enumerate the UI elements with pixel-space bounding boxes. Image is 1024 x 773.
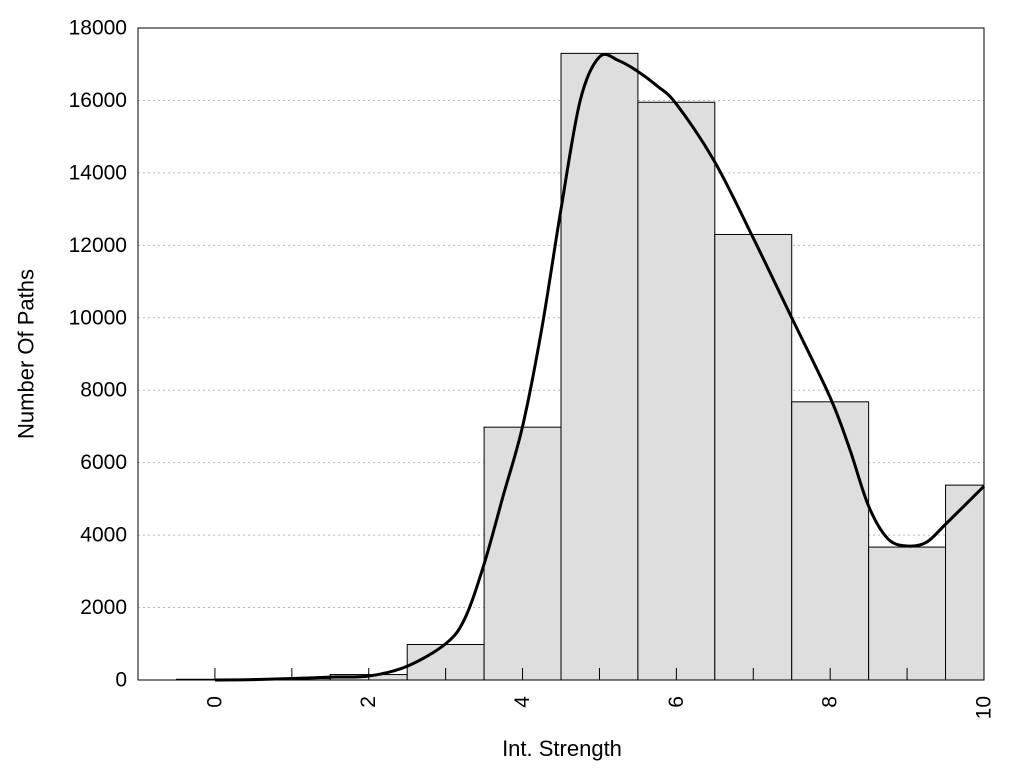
y-tick-label: 8000 [80, 379, 127, 402]
y-tick-label: 18000 [69, 17, 127, 40]
y-tick-label: 12000 [69, 234, 127, 257]
y-tick-label: 6000 [80, 451, 127, 474]
x-tick-label: 0 [203, 696, 226, 708]
x-axis-ticks: 0 2 4 6 8 10 [203, 668, 996, 719]
y-tick-label: 16000 [69, 89, 127, 112]
y-axis-ticks: 0 2000 4000 6000 8000 10000 12000 14000 16000 180… [69, 17, 127, 692]
density-curve-layer [214, 52, 986, 682]
x-tick-label: 4 [511, 696, 534, 708]
plot-area-border [137, 27, 985, 681]
y-tick-label: 14000 [69, 161, 127, 184]
x-tick-label: 2 [357, 696, 380, 708]
histogram-bar [945, 484, 985, 681]
y-tick-label: 4000 [80, 524, 127, 547]
y-tick-label: 10000 [69, 306, 127, 329]
histogram-bar [868, 546, 947, 681]
density-curve [214, 52, 986, 682]
histogram-bar [714, 233, 793, 681]
y-tick-label: 2000 [80, 596, 127, 619]
histogram-bar [637, 101, 716, 681]
histogram-bar [483, 426, 562, 681]
histogram-bars [175, 52, 985, 681]
x-tick-label: 8 [819, 696, 842, 708]
y-tick-label: 0 [115, 669, 127, 692]
x-tick-label: 10 [973, 696, 996, 719]
y-axis-title: Number Of Paths [14, 269, 39, 439]
histogram-bar [560, 52, 639, 681]
x-tick-label: 6 [665, 696, 688, 708]
x-axis-title: Int. Strength [502, 736, 622, 761]
histogram-bar [791, 401, 870, 681]
